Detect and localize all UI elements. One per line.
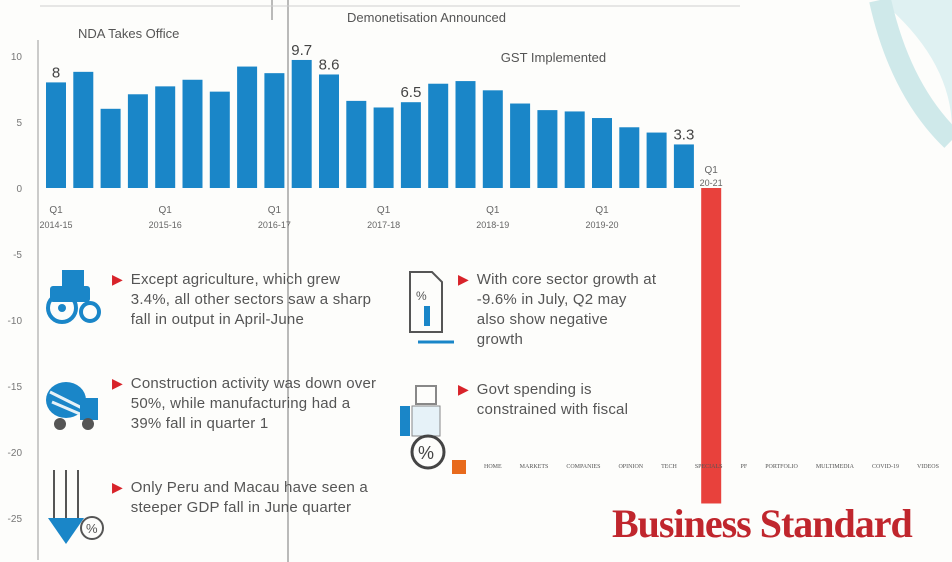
site-nav-bar: HOME MARKETS COMPANIES OPINION TECH SPEC… — [452, 456, 952, 478]
bar-10 — [319, 74, 339, 188]
y-tick-label: -15 — [8, 382, 23, 393]
nav-item[interactable]: VIDEOS — [916, 464, 939, 470]
x-tick-year: 20-21 — [700, 178, 723, 188]
x-tick-quarter: Q1 — [49, 205, 63, 216]
bullet-arrow-icon: ▶ — [112, 375, 123, 391]
bullet-construction: ▶ Construction activity was down over 50… — [112, 374, 382, 434]
x-tick-year: 2016-17 — [258, 220, 291, 230]
annotation-label: NDA Takes Office — [78, 26, 179, 41]
bar-15 — [455, 81, 476, 188]
bullet-arrow-icon: ▶ — [112, 271, 123, 287]
background-decoration — [869, 0, 952, 148]
x-tick-quarter: Q1 — [377, 205, 391, 216]
nav-item[interactable]: PORTFOLIO — [765, 464, 798, 470]
nav-item[interactable]: OPINION — [618, 464, 644, 470]
bar-18 — [537, 110, 558, 188]
nav-item[interactable]: SPECIALS — [694, 464, 723, 470]
x-tick-year: 2015-16 — [149, 220, 182, 230]
data-label: 9.7 — [291, 42, 312, 59]
document-percent-icon: % — [409, 271, 454, 344]
bar-23 — [673, 144, 694, 188]
cement-mixer-icon — [46, 382, 98, 430]
x-tick-year: 2018-19 — [476, 220, 509, 230]
bar-21 — [619, 127, 640, 188]
nav-item[interactable]: MULTIMEDIA — [815, 464, 854, 470]
nav-item[interactable]: MARKETS — [519, 464, 549, 470]
y-tick-label: -20 — [8, 448, 23, 459]
bar-20 — [592, 118, 612, 188]
annotation-label: Demonetisation Announced — [347, 10, 506, 25]
bullet-core-sector: ▶ With core sector growth at -9.6% in Ju… — [458, 270, 658, 350]
bar-16 — [482, 90, 503, 188]
bar-3 — [127, 94, 148, 188]
x-tick-quarter: Q1 — [268, 205, 282, 216]
bullet-arrow-icon: ▶ — [112, 479, 123, 495]
nav-item[interactable]: COVID-19 — [871, 464, 899, 470]
svg-text:%: % — [416, 289, 427, 303]
bullet-agriculture: ▶ Except agriculture, which grew 3.4%, a… — [112, 270, 382, 330]
bar-11 — [346, 100, 367, 188]
bar-19 — [564, 111, 585, 188]
annotation-label: GST Implemented — [501, 50, 606, 65]
bar-17 — [510, 103, 531, 188]
y-tick-label: -25 — [8, 514, 23, 525]
bullet-text: Except agriculture, which grew 3.4%, all… — [130, 271, 372, 328]
bar-13 — [400, 102, 421, 188]
bar-14 — [428, 83, 449, 188]
y-tick-label: -5 — [13, 250, 22, 261]
y-tick-label: 0 — [16, 184, 22, 195]
bullet-text: Only Peru and Macau have seen a steeper … — [130, 479, 368, 516]
bar-9 — [291, 59, 312, 189]
y-tick-label: -10 — [8, 316, 23, 327]
bullet-arrow-icon: ▶ — [458, 381, 469, 397]
bar-24 — [701, 188, 722, 504]
y-tick-label: 5 — [16, 118, 22, 129]
down-percent-icon: % — [48, 470, 104, 544]
brand-wordmark: Business Standard — [612, 501, 913, 546]
bar-5 — [182, 79, 203, 188]
bar-6 — [209, 91, 230, 188]
bullet-text: Govt spending is constrained with fiscal — [476, 381, 629, 418]
x-tick-quarter: Q1 — [486, 205, 500, 216]
bs-logo-icon[interactable] — [452, 460, 466, 474]
bar-22 — [646, 132, 667, 188]
bullet-text: Construction activity was down over 50%,… — [130, 375, 377, 432]
x-tick-quarter: Q1 — [705, 165, 719, 176]
x-tick-year: 2017-18 — [367, 220, 400, 230]
bullet-arrow-icon: ▶ — [458, 271, 469, 287]
bar-8 — [264, 73, 285, 188]
money-bag-percent-icon: % — [400, 385, 446, 470]
bullet-peru-macau: ▶ Only Peru and Macau have seen a steepe… — [112, 478, 382, 518]
data-label: 8 — [52, 64, 60, 81]
data-label: 8.6 — [319, 56, 340, 73]
bullet-govt-spending: ▶ Govt spending is constrained with fisc… — [458, 380, 658, 420]
nav-item[interactable]: HOME — [484, 464, 502, 470]
x-tick-year: 2014-15 — [39, 220, 72, 230]
nav-item[interactable]: TECH — [661, 464, 677, 470]
x-tick-year: 2019-20 — [585, 220, 618, 230]
tractor-icon — [46, 270, 101, 324]
y-tick-label: 10 — [11, 52, 23, 63]
bar-0 — [46, 82, 66, 188]
nav-item[interactable]: COMPANIES — [566, 464, 601, 470]
data-label: 3.3 — [673, 126, 694, 143]
bar-4 — [155, 86, 176, 188]
bar-7 — [237, 66, 258, 188]
x-tick-quarter: Q1 — [595, 205, 609, 216]
data-label: 6.5 — [400, 84, 421, 101]
svg-text:%: % — [418, 443, 434, 463]
svg-text:%: % — [86, 521, 98, 536]
nav-item[interactable]: PF — [740, 464, 748, 470]
bar-1 — [73, 71, 94, 188]
bar-2 — [100, 108, 121, 188]
x-tick-quarter: Q1 — [159, 205, 173, 216]
bullet-text: With core sector growth at -9.6% in July… — [476, 271, 657, 348]
bar-12 — [373, 107, 394, 188]
